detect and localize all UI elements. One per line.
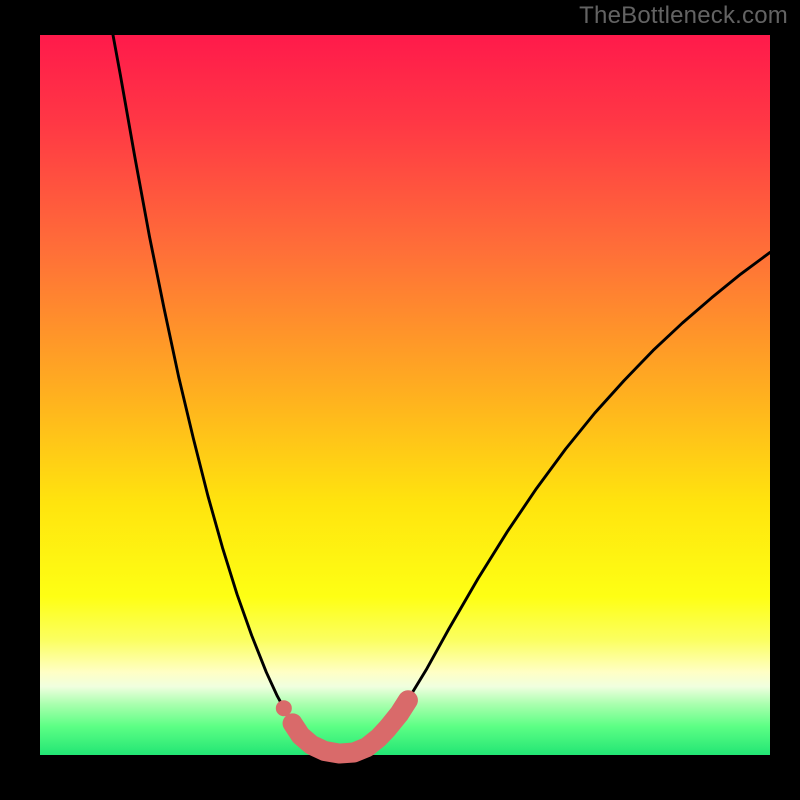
watermark-text: TheBottleneck.com: [579, 2, 788, 30]
bottleneck-curve-chart: [0, 0, 800, 800]
bottleneck-highlight-dot: [276, 700, 292, 716]
chart-stage: TheBottleneck.com: [0, 0, 800, 800]
plot-background: [40, 35, 770, 755]
